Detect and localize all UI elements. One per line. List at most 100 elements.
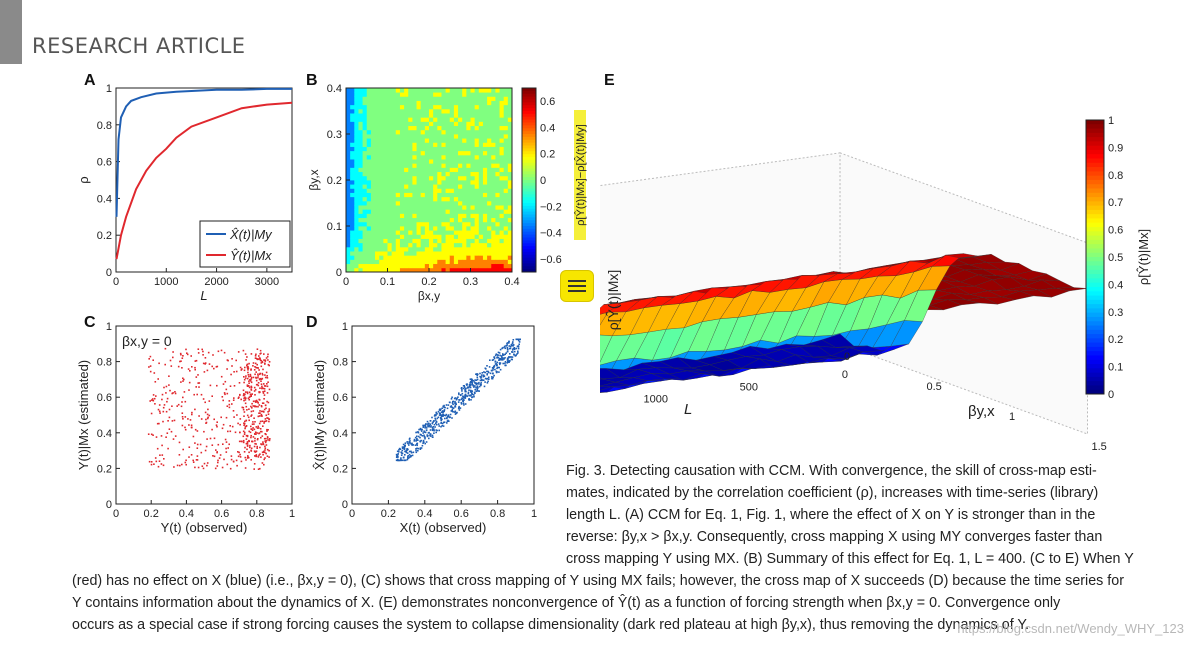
scatter-point: [476, 376, 479, 379]
scatter-point: [260, 405, 263, 408]
heatmap-cell: [466, 104, 471, 110]
heatmap-cell: [507, 108, 513, 114]
heatmap-cell: [387, 167, 393, 173]
heatmap-cell: [449, 226, 455, 231]
scatter-point: [245, 419, 248, 422]
heatmap-cell: [466, 242, 471, 248]
heatmap-cell: [449, 88, 455, 93]
heatmap-cell: [433, 159, 438, 164]
heatmap-cell: [429, 259, 434, 265]
heatmap-cell: [408, 246, 413, 252]
scatter-point: [458, 405, 460, 408]
scatter-point: [499, 362, 502, 364]
scatter-point: [456, 397, 458, 400]
colorbar-b-segment: [522, 197, 536, 201]
heatmap-cell: [470, 96, 476, 101]
heatmap-cell: [499, 188, 505, 193]
scatter-point: [477, 390, 479, 392]
heatmap-cell: [466, 171, 471, 177]
heatmap-cell: [507, 129, 513, 135]
scatter-point: [250, 405, 252, 408]
heatmap-cell: [441, 163, 446, 168]
heatmap-cell: [499, 171, 505, 177]
scatter-point: [506, 342, 508, 345]
heatmap-cell: [354, 167, 359, 173]
heatmap-cell: [416, 230, 422, 235]
scatter-point: [164, 347, 167, 350]
heatmap-cell: [379, 196, 384, 202]
scatter-point: [482, 375, 485, 378]
scatter-point: [178, 441, 181, 444]
heatmap-cell: [462, 213, 467, 219]
scatter-point: [204, 363, 206, 365]
heatmap-cell: [395, 134, 401, 139]
heatmap-cell: [433, 175, 438, 181]
colorbar-b-tick: 0.2: [540, 149, 555, 161]
scatter-point: [475, 373, 477, 375]
heatmap-cell: [420, 138, 426, 143]
colorbar-e-segment: [1086, 124, 1104, 130]
y-tick-label: 0: [844, 351, 850, 363]
scatter-point: [211, 395, 213, 397]
heatmap-cell: [499, 251, 505, 256]
heatmap-cell: [433, 267, 438, 273]
scatter-point: [266, 377, 269, 379]
scatter-point: [475, 390, 478, 393]
heatmap-cell: [391, 134, 397, 139]
heatmap-cell: [474, 175, 480, 181]
heatmap-cell: [503, 167, 509, 173]
heatmap-cell: [358, 159, 363, 164]
scatter-point: [259, 412, 261, 414]
heatmap-cell: [399, 150, 405, 156]
heatmap-cell: [366, 234, 372, 239]
heatmap-cell: [383, 205, 388, 210]
scatter-point: [231, 358, 233, 360]
heatmap-cell: [370, 121, 376, 127]
scatter-point: [266, 400, 268, 403]
scatter-point: [258, 454, 260, 457]
heatmap-cell: [507, 226, 513, 231]
heatmap-cell: [387, 188, 393, 193]
scatter-point: [445, 414, 447, 417]
heatmap-cell: [433, 209, 438, 214]
colorbar-e-segment: [1086, 201, 1104, 207]
chart-b: 0 0.1 0.2 0.3 0.400.10.20.30.4βx,yβy,x0.60.4…: [307, 83, 587, 303]
scatter-point: [419, 440, 422, 443]
heatmap-cell: [474, 92, 480, 97]
heatmap-cell: [375, 154, 380, 160]
heatmap-cell: [478, 138, 484, 143]
scatter-point: [208, 400, 211, 402]
heatmap-cell: [441, 96, 446, 101]
heatmap-cell: [420, 255, 426, 260]
heatmap-cell: [487, 125, 492, 131]
heatmap-cell: [453, 234, 459, 239]
scatter-point: [506, 347, 509, 349]
heatmap-cell: [458, 259, 463, 265]
colorbar-e-segment: [1086, 235, 1104, 241]
heatmap-cell: [391, 88, 397, 93]
comment-bubble-icon[interactable]: [560, 270, 594, 302]
heatmap-cell: [449, 129, 455, 135]
heatmap-cell: [387, 108, 393, 114]
heatmap-cell: [441, 255, 446, 260]
scatter-point: [419, 436, 421, 439]
heatmap-cell: [399, 121, 405, 127]
colorbar-b-segment: [522, 136, 536, 141]
colorbar-e-segment: [1086, 278, 1104, 284]
heatmap-cell: [466, 188, 471, 193]
heatmap-cell: [441, 104, 446, 110]
heatmap-cell: [453, 142, 459, 147]
heatmap-cell: [362, 113, 368, 118]
heatmap-cell: [354, 184, 359, 189]
scatter-point: [229, 467, 232, 470]
heatmap-cell: [495, 88, 500, 93]
colorbar-e-tick: 0.5: [1108, 252, 1123, 264]
heatmap-cell: [416, 200, 422, 206]
scatter-point: [426, 435, 429, 438]
heatmap-cell: [495, 234, 500, 239]
heatmap-cell: [491, 221, 496, 227]
scatter-point: [436, 417, 439, 420]
heatmap-cell: [358, 196, 363, 202]
heatmap-cell: [375, 121, 380, 127]
scatter-point: [231, 403, 233, 405]
